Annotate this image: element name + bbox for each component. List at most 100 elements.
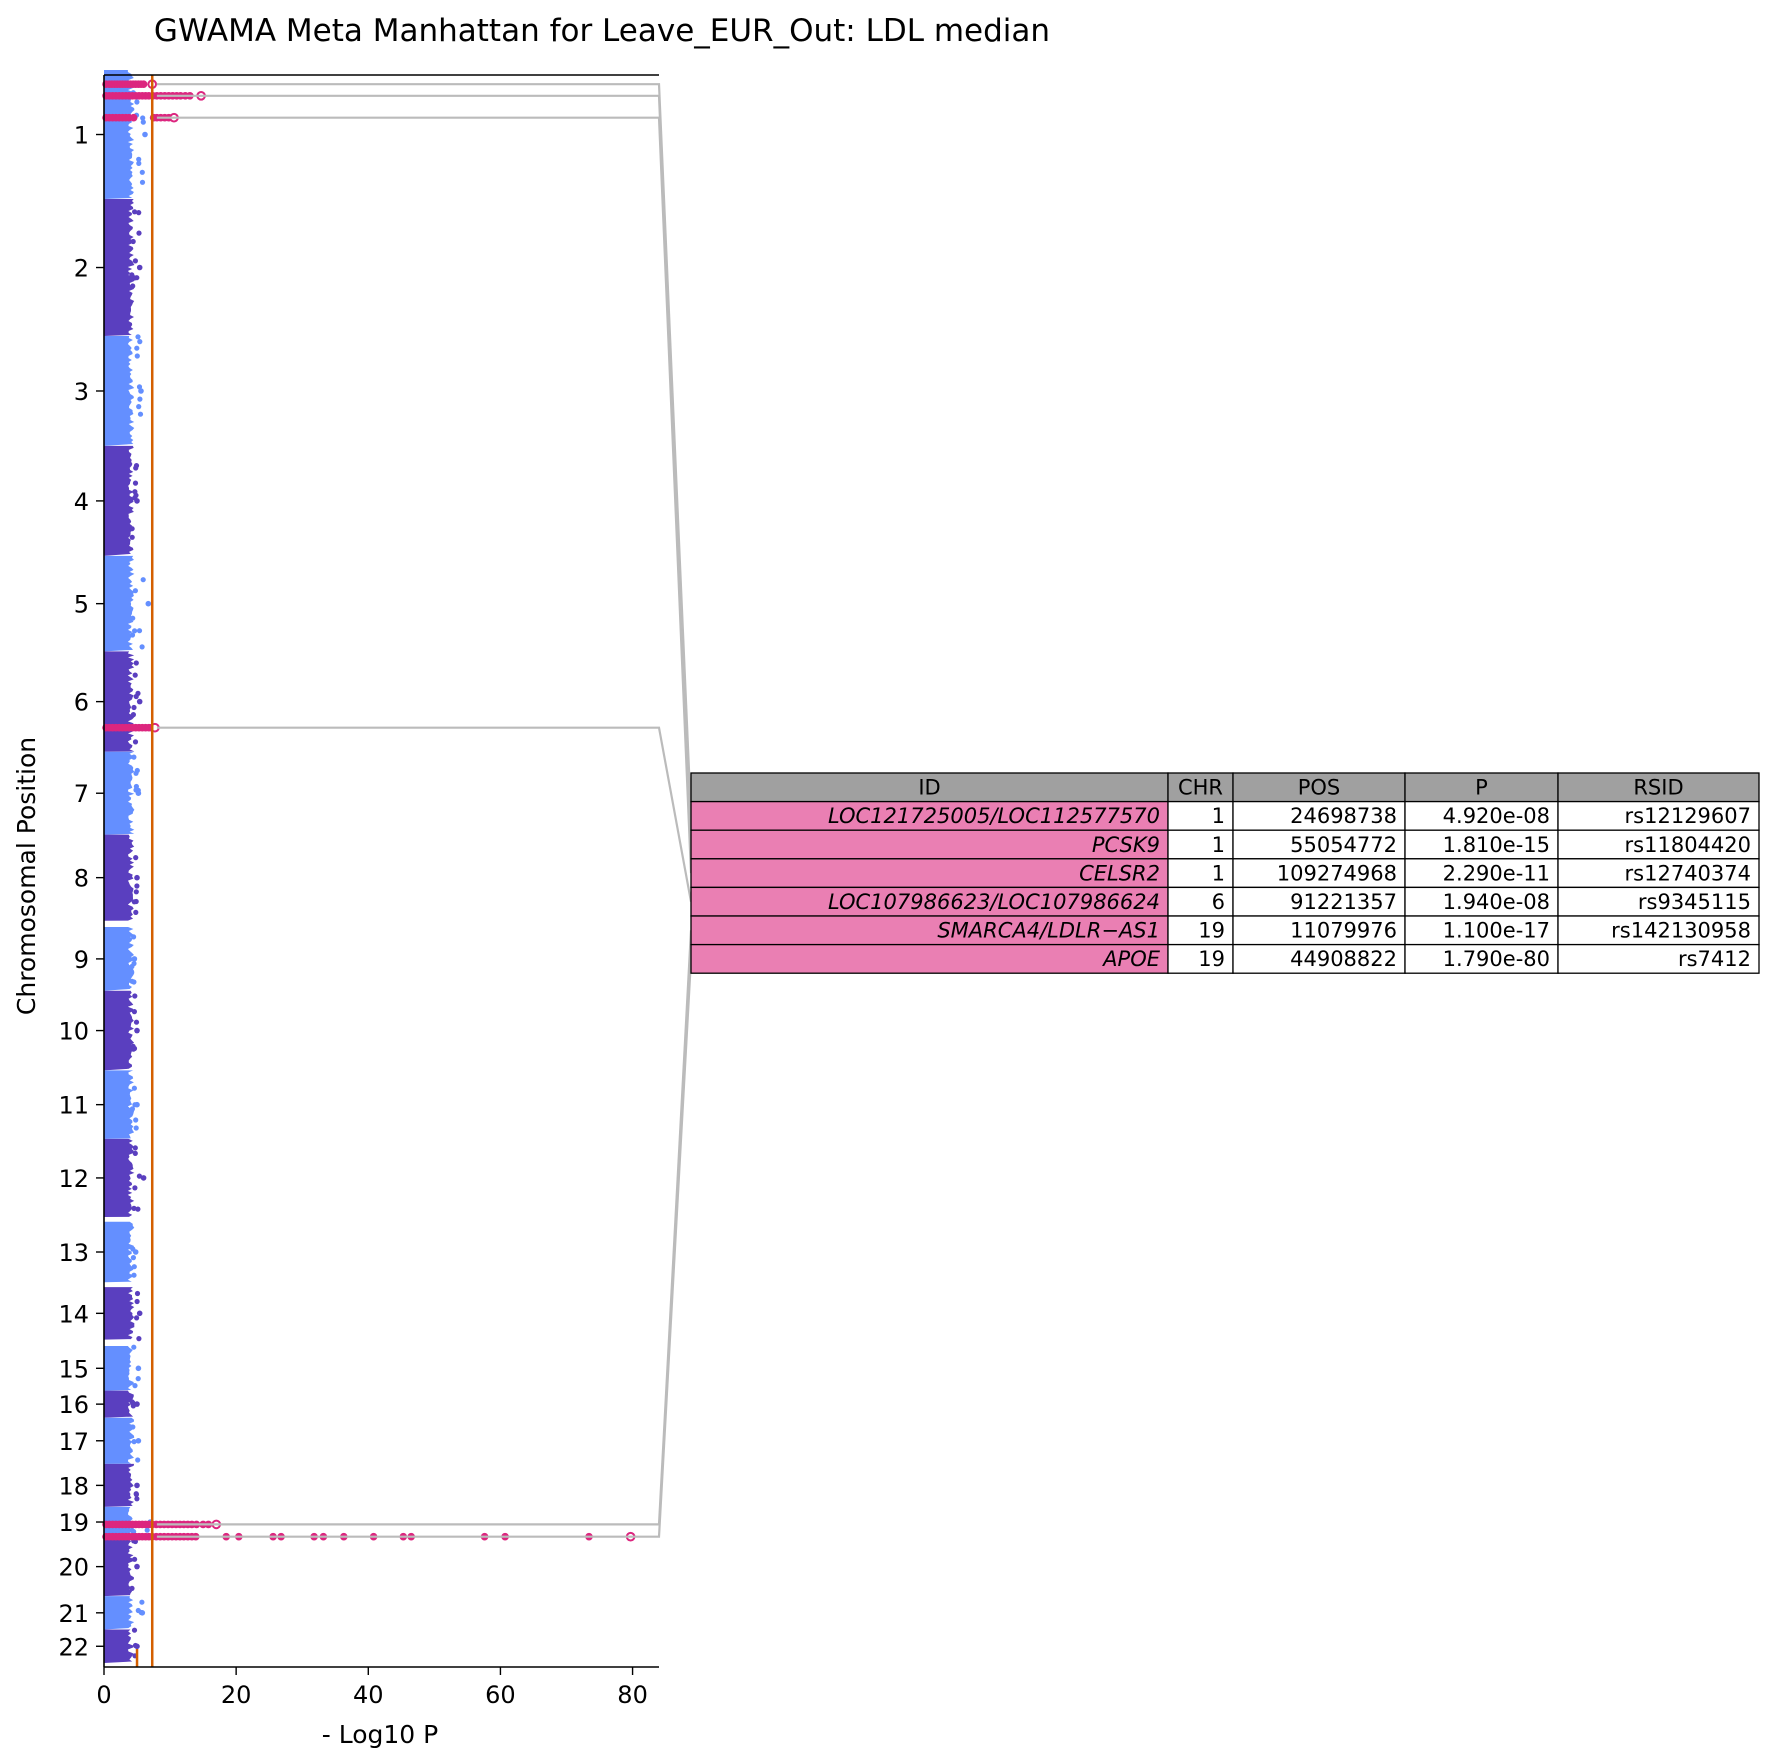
chromosome-band-7 [104, 751, 142, 835]
snp-point [140, 115, 146, 121]
snp-point [139, 644, 145, 650]
y-axis-label: Chromosomal Position [12, 737, 41, 1015]
snp-point [134, 353, 140, 359]
chromosome-cloud [104, 1346, 134, 1391]
table-cell [1557, 829, 1760, 860]
chromosome-cloud [104, 336, 135, 446]
table-row: LOC107986623/LOC107986624 6 91221357 1.940e… [690, 886, 1760, 917]
chromosome-cloud [104, 1417, 135, 1464]
snp-point [133, 909, 139, 916]
snp-point [133, 1019, 140, 1025]
snp-point [140, 1175, 147, 1181]
table-cell [690, 943, 1169, 974]
snp-point [136, 698, 143, 705]
table-cell-p: 1.790e-80 [1443, 947, 1550, 971]
snp-point [130, 712, 136, 718]
snp-point [136, 230, 142, 236]
table-cell [1404, 943, 1559, 974]
table-header-p: P [1475, 776, 1488, 800]
table-cell [1404, 915, 1559, 946]
snp-point [137, 411, 144, 417]
table-cell-chr: 19 [1198, 919, 1225, 943]
chromosome-band-12 [104, 1138, 147, 1217]
x-tick-label: 20 [221, 1681, 252, 1709]
table-cell-rsid: rs12740374 [1625, 861, 1751, 885]
y-tick-label: 2 [74, 255, 89, 283]
x-tick-label: 60 [485, 1681, 516, 1709]
chromosome-band-22 [104, 1627, 140, 1663]
snp-point [140, 119, 146, 125]
snp-point [132, 1249, 139, 1255]
table-cell [1167, 915, 1234, 946]
y-tick-label: 9 [74, 946, 89, 974]
table-header-id: ID [918, 776, 940, 800]
snp-point [134, 1563, 140, 1570]
snp-point [131, 979, 137, 985]
table-header-cell [1557, 772, 1760, 803]
snp-point [129, 1399, 135, 1405]
chromosome-cloud [104, 990, 135, 1071]
table-cell-id: LOC121725005/LOC112577570 [828, 804, 1160, 828]
table-cell [1557, 915, 1760, 946]
y-tick-label: 13 [58, 1239, 89, 1267]
y-tick-label: 19 [58, 1509, 89, 1537]
hit-connector-line [156, 930, 693, 1526]
snp-point [134, 874, 140, 881]
chromosome-band-6 [104, 651, 143, 752]
snp-point [139, 169, 145, 175]
table-cell-pos: 24698738 [1290, 804, 1397, 828]
table-row: CELSR2 1 109274968 2.290e-11 rs12740374 [690, 858, 1760, 889]
chromosome-band-17 [104, 1417, 142, 1464]
snp-point [137, 339, 143, 345]
chromosome-cloud [104, 927, 135, 991]
table-cell-id: CELSR2 [1079, 861, 1160, 885]
table-row: PCSK9 1 55054772 1.810e-15 rs11804420 [690, 829, 1760, 860]
table-cell [1167, 886, 1234, 917]
table-cell-pos: 109274968 [1277, 861, 1397, 885]
snp-point [129, 526, 135, 532]
snp-point [134, 99, 140, 105]
table-cell-p: 1.100e-17 [1443, 919, 1550, 943]
chromosome-band-1 [104, 70, 148, 199]
snp-point [132, 209, 138, 215]
snp-point [139, 1610, 146, 1616]
table-cell-chr: 1 [1212, 833, 1225, 857]
snp-point [131, 1344, 137, 1350]
table-cell-pos: 44908822 [1290, 947, 1397, 971]
table-cell-rsid: rs11804420 [1625, 833, 1751, 857]
table-cell-pos: 55054772 [1290, 833, 1397, 857]
snp-point [131, 704, 137, 711]
table-cell-id: APOE [1101, 947, 1161, 971]
table-cell [690, 829, 1169, 860]
chromosome-cloud [104, 1390, 134, 1418]
table-cell-chr: 1 [1212, 861, 1225, 885]
hit-locus-1 [102, 79, 157, 89]
chromosome-band-8 [104, 834, 140, 921]
chromosome-band-15 [104, 1344, 142, 1391]
snp-point [131, 1009, 137, 1015]
hits-table: ID CHR POS P RSID LOC121725005/LOC112577570 1 2… [156, 83, 1760, 1538]
snp-point [135, 790, 142, 796]
table-cell-id: SMARCA4/LDLR−AS1 [937, 919, 1160, 943]
snp-point [131, 1627, 138, 1633]
snp-point [135, 334, 141, 340]
table-cell-p: 2.290e-11 [1443, 861, 1550, 885]
snp-point [134, 1315, 140, 1321]
hit-snp [129, 113, 138, 122]
snp-point [130, 283, 136, 289]
table-cell [690, 886, 1169, 917]
table-cell [1557, 858, 1760, 889]
table-header-pos: POS [1298, 776, 1341, 800]
snp-point [136, 404, 142, 410]
x-tick-label: 80 [617, 1681, 648, 1709]
snp-point [138, 388, 144, 394]
snp-point [131, 960, 137, 967]
snp-point [132, 1145, 138, 1151]
snp-point [131, 754, 137, 760]
hit-locus-5 [102, 1519, 222, 1530]
chromosome-cloud [104, 751, 135, 835]
chromosome-cloud [104, 555, 135, 652]
snp-point [136, 1173, 142, 1179]
y-tick-label: 11 [58, 1092, 89, 1120]
